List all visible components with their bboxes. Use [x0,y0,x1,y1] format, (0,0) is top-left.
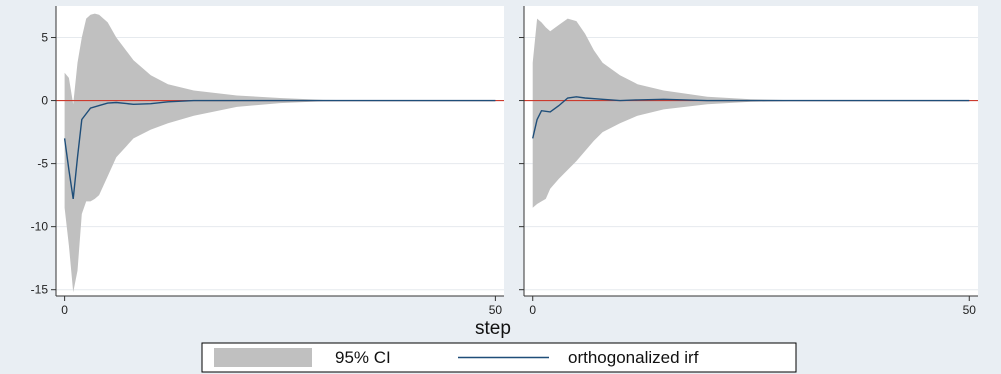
legend: 95% CI orthogonalized irf [201,342,797,373]
panel-left-plot-area [56,6,504,296]
x-tick-label: 0 [529,303,536,317]
y-tick-label: 5 [41,31,48,45]
x-tick-label: 0 [61,303,68,317]
legend-ci-label: 95% CI [335,348,391,367]
y-tick-label: -15 [31,283,49,297]
ci-band [532,18,970,208]
panel-left-axes: 50-5-10-150 50 [31,6,504,317]
legend-irf-label: orthogonalized irf [568,348,699,367]
irf-line [532,96,970,139]
panel-right-marks [524,18,978,208]
legend-ci-swatch [214,348,312,367]
panel-right-axes: 0 50 [519,6,978,317]
y-tick-label: -10 [31,220,49,234]
panel-right-plot-area [524,6,978,296]
ci-band [64,13,496,293]
x-axis-title: step [475,318,511,339]
x-tick-label: 50 [489,303,503,317]
y-tick-label: 0 [41,94,48,108]
panel-left-marks [56,13,504,293]
panel-right: 0 50 [519,6,978,317]
irf-line [63,99,496,200]
x-tick-label: 50 [963,303,977,317]
panel-left: 50-5-10-150 50 [31,6,504,317]
y-tick-label: -5 [37,157,48,171]
